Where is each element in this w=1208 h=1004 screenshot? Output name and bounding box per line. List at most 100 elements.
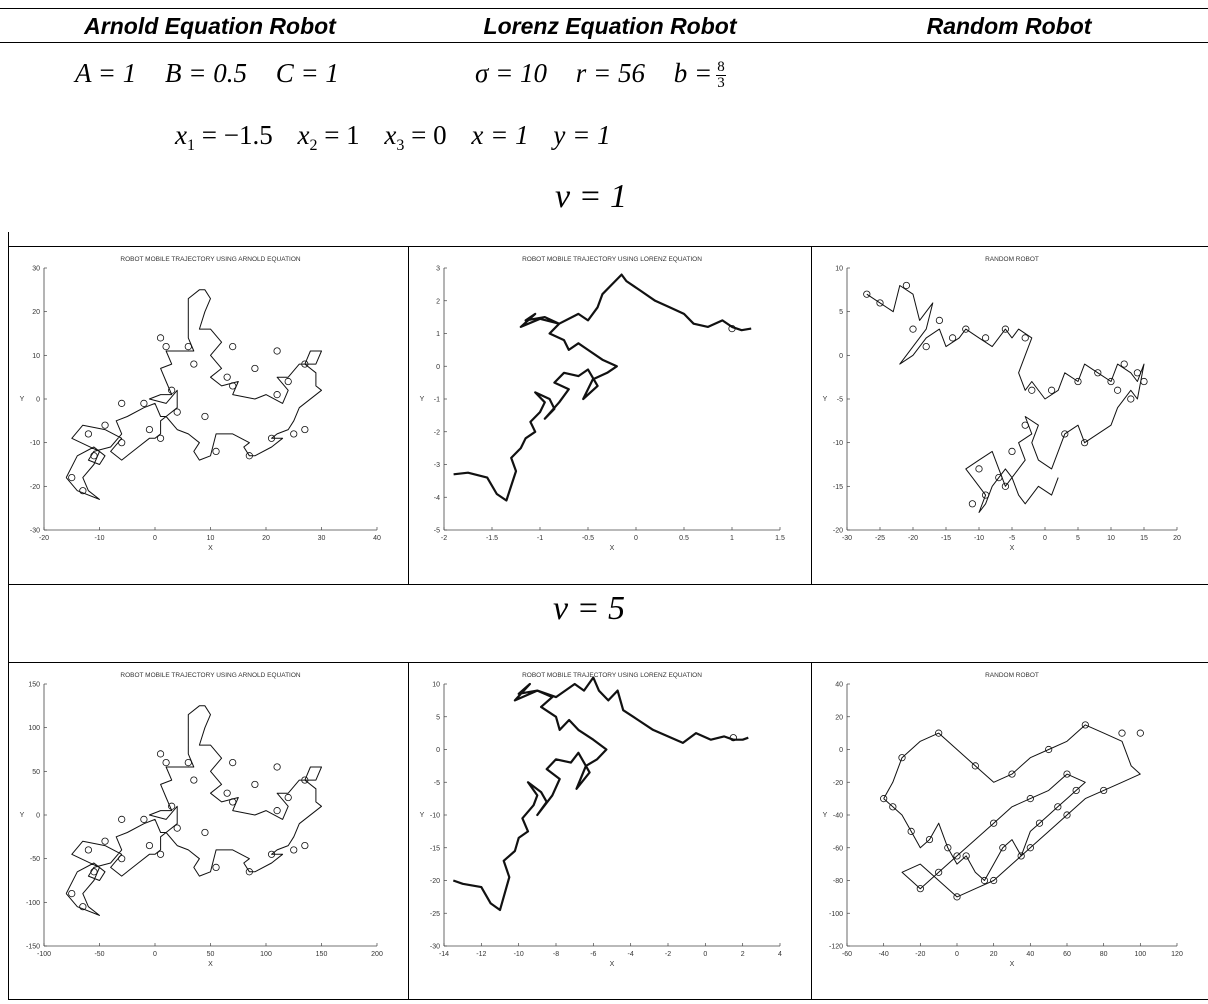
x-tick-label: -0.5 <box>582 535 594 542</box>
row-rule-1 <box>8 246 1208 247</box>
trajectory-marker <box>935 316 944 325</box>
x-tick-label: -10 <box>94 535 104 542</box>
x-tick-label: -2 <box>665 951 671 958</box>
plot-random-v1: RANDOM ROBOT -30 -25 -20 -15 -10 -5 0 5 10 15 20 -20… <box>823 256 1181 552</box>
y-tick-label: -30 <box>30 528 40 535</box>
x-tick-label: -50 <box>94 951 104 958</box>
trajectory-marker <box>273 807 281 815</box>
trajectory-marker <box>145 425 154 434</box>
y-axis-label: Y <box>420 812 425 819</box>
trajectory-marker <box>990 819 998 827</box>
trajectory-marker <box>953 893 961 901</box>
trajectory-marker <box>995 474 1003 482</box>
param-b-lorenz: b = <box>673 58 713 88</box>
row-rule-2 <box>8 584 1208 585</box>
arnold-params: A = 1 B = 0.5 C = 1 <box>75 58 339 89</box>
trajectory-marker <box>145 841 154 850</box>
x-tick-label: -100 <box>37 951 51 958</box>
y-tick-label: -40 <box>833 813 843 820</box>
trajectory-marker <box>290 846 298 854</box>
trajectory-marker <box>1063 811 1071 819</box>
y-tick-label: 5 <box>839 309 843 316</box>
x-tick-label: 80 <box>1100 951 1108 958</box>
plot-arnold-v5: ROBOT MOBILE TRAJECTORY USING ARNOLD EQU… <box>20 672 383 968</box>
trajectory-marker <box>79 903 87 911</box>
x-tick-label: 10 <box>1107 535 1115 542</box>
x1-sub: 1 <box>186 137 195 154</box>
x-tick-label: 0 <box>634 535 638 542</box>
y-tick-label: 50 <box>32 769 40 776</box>
y-axis-label: Y <box>420 396 425 403</box>
x-tick-label: 20 <box>1173 535 1181 542</box>
trajectory-marker <box>1017 852 1025 860</box>
y-init: y = 1 <box>553 120 611 150</box>
y-tick-label: 10 <box>432 682 440 689</box>
trajectory-marker <box>173 408 181 416</box>
bottom-rule <box>8 999 1208 1000</box>
trajectory-marker <box>68 474 76 482</box>
x-tick-label: -25 <box>875 535 885 542</box>
x-tick-label: -20 <box>908 535 918 542</box>
trajectory-marker <box>301 360 309 368</box>
x-tick-label: 0 <box>153 535 157 542</box>
trajectory-marker <box>118 815 126 823</box>
trajectory-marker <box>1072 786 1080 795</box>
trajectory-marker <box>1035 819 1044 827</box>
trajectory-marker <box>273 391 281 399</box>
trajectory-marker <box>1140 377 1148 386</box>
header-random: Random Robot <box>926 13 1092 39</box>
x-tick-label: -1 <box>537 535 543 542</box>
y-tick-label: 20 <box>32 309 40 316</box>
y-tick-label: -100 <box>26 900 40 907</box>
trajectory-marker <box>990 876 998 885</box>
x-tick-label: -30 <box>842 535 852 542</box>
trajectory-marker <box>284 793 292 802</box>
trajectory-marker <box>935 868 943 876</box>
trajectory-marker <box>916 885 924 893</box>
trajectory-marker <box>173 824 181 832</box>
y-tick-label: -20 <box>833 780 843 787</box>
x-tick-label: 4 <box>778 951 782 958</box>
trajectory-marker <box>935 729 943 737</box>
y-axis-label: Y <box>20 812 25 819</box>
plot-title: ROBOT MOBILE TRAJECTORY USING ARNOLD EQU… <box>120 256 301 263</box>
trajectory-marker <box>162 759 170 767</box>
y-tick-label: -15 <box>430 845 440 852</box>
x2-name: x <box>297 120 310 150</box>
trajectory-marker <box>1081 721 1089 729</box>
trajectory-line <box>65 705 322 916</box>
y-tick-label: -50 <box>30 856 40 863</box>
y-tick-label: -4 <box>434 495 440 502</box>
trajectory-marker <box>79 487 87 495</box>
trajectory-line <box>866 285 1145 513</box>
divider-2-top <box>811 246 812 584</box>
row-rule-3 <box>8 662 1208 663</box>
x-tick-label: -20 <box>915 951 925 958</box>
y-tick-label: 10 <box>32 353 40 360</box>
y-tick-label: -15 <box>833 484 843 491</box>
plot-arnold-v1: ROBOT MOBILE TRAJECTORY USING ARNOLD EQU… <box>20 256 381 552</box>
x-tick-label: 10 <box>207 535 215 542</box>
trajectory-marker <box>251 780 259 789</box>
trajectory-marker <box>729 734 737 742</box>
top-rule <box>0 8 1208 9</box>
x-tick-label: 30 <box>318 535 326 542</box>
x3-name: x <box>384 120 397 150</box>
trajectory-marker <box>168 802 176 810</box>
trajectory-marker <box>101 421 109 429</box>
y-tick-label: -20 <box>30 484 40 491</box>
y-tick-label: -2 <box>434 429 440 436</box>
x1-val: = −1.5 <box>194 120 273 150</box>
x-tick-label: 1.5 <box>775 535 785 542</box>
y-tick-label: -25 <box>430 911 440 918</box>
trajectory-line <box>883 724 1141 898</box>
x-tick-label: -10 <box>974 535 984 542</box>
y-axis-label: Y <box>20 396 25 403</box>
param-r: r = 56 <box>575 58 646 88</box>
trajectory-marker <box>190 776 198 784</box>
x-tick-label: 100 <box>1134 951 1146 958</box>
trajectory-marker <box>156 750 165 758</box>
y-tick-label: -5 <box>434 780 440 787</box>
trajectory-marker <box>140 399 148 407</box>
trajectory-marker <box>301 425 309 434</box>
